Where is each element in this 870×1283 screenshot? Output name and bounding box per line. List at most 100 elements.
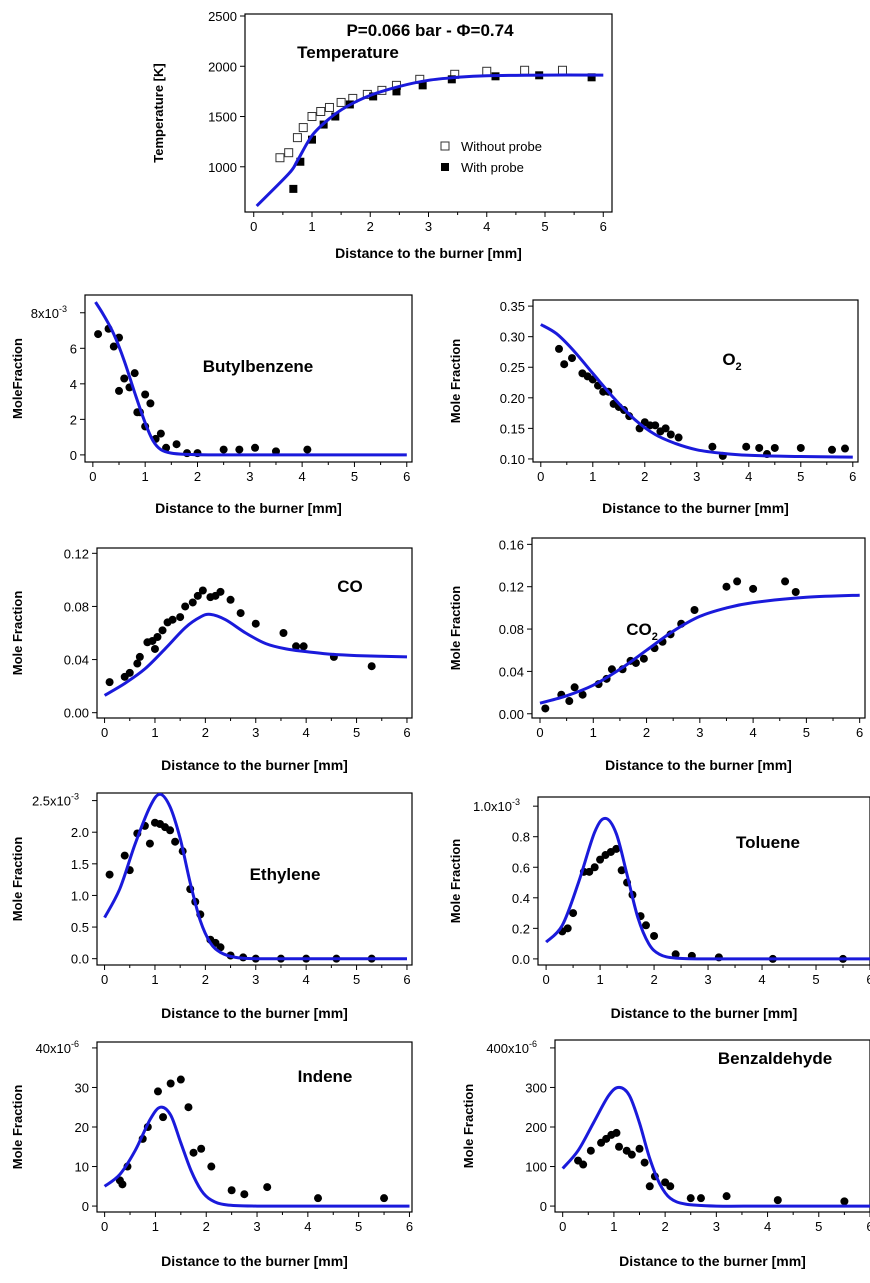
model-curve <box>545 816 870 961</box>
data-layer <box>539 577 860 713</box>
data-point <box>197 1144 206 1153</box>
y-tick-value: 1.0x10 <box>473 799 512 814</box>
data-point <box>607 665 616 674</box>
data-point <box>94 330 103 339</box>
data-point <box>219 445 228 454</box>
x-tick-label: 6 <box>866 1219 870 1234</box>
x-tick-label: 1 <box>308 219 315 234</box>
species-name: Butylbenzene <box>203 357 314 376</box>
x-tick-label: 2 <box>202 972 209 987</box>
x-tick-label: 1 <box>596 972 603 987</box>
x-tick-label: 2 <box>194 469 201 484</box>
data-point <box>166 826 175 835</box>
x-tick-label: 4 <box>299 469 306 484</box>
data-point <box>227 1186 236 1195</box>
y-tick-label: 2000 <box>208 59 237 74</box>
data-point <box>146 399 155 408</box>
x-tick-label: 5 <box>353 725 360 740</box>
data-point <box>612 844 621 853</box>
y-tick-value: 100 <box>525 1160 547 1175</box>
y-tick-value: 0.12 <box>499 580 524 595</box>
data-point <box>563 924 572 933</box>
data-point <box>733 577 742 586</box>
data-point <box>120 374 129 383</box>
y-tick-exponent: -3 <box>71 792 79 802</box>
data-point <box>120 851 129 860</box>
data-point <box>135 652 144 661</box>
data-point <box>661 424 670 433</box>
x-axis-title: Distance to the burner [mm] <box>161 1005 348 1021</box>
x-tick-label: 0 <box>537 469 544 484</box>
x-tick-label: 5 <box>797 469 804 484</box>
data-point <box>586 1146 595 1155</box>
y-tick-label: 0.04 <box>499 664 524 679</box>
data-point <box>645 1182 654 1191</box>
y-tick-label: 30 <box>75 1080 89 1095</box>
y-tick-value: 0.15 <box>500 421 525 436</box>
y-tick-label: 0.35 <box>500 299 525 314</box>
data-point <box>686 1194 695 1203</box>
y-tick-label: 1.0x10-3 <box>473 797 520 814</box>
y-tick-value: 0.04 <box>64 653 89 668</box>
species-label: CO2 <box>626 620 658 643</box>
data-point <box>770 443 779 452</box>
x-tick-label: 3 <box>252 972 259 987</box>
data-point <box>171 837 180 846</box>
ethylene-panel: 0 1 2 3 4 5 6 0.0 0.5 1.0 1.5 2.0 2.5x10-3 Distance t… <box>10 792 413 1021</box>
y-tick-label: 0.2 <box>512 921 530 936</box>
without-probe-point <box>307 112 317 122</box>
data-point <box>627 1150 636 1159</box>
data-point <box>172 440 181 449</box>
with-probe-point <box>289 184 298 193</box>
data-point <box>612 1128 621 1137</box>
legend-filled-square-icon <box>441 163 449 171</box>
y-tick-value: 400x10 <box>486 1041 529 1056</box>
data-point <box>666 430 675 439</box>
data-point <box>773 1196 782 1205</box>
x-tick-label: 4 <box>745 469 752 484</box>
y-tick-label: 0 <box>82 1199 89 1214</box>
x-tick-label: 4 <box>303 972 310 987</box>
x-axis-title: Distance to the burner [mm] <box>161 1253 348 1269</box>
x-axis-title: Distance to the burner [mm] <box>155 500 342 516</box>
x-tick-label: 2 <box>367 219 374 234</box>
y-tick-label: 1500 <box>208 110 237 125</box>
data-point <box>168 615 177 624</box>
y-tick-value: 0.20 <box>500 391 525 406</box>
y-tick-label: 0.08 <box>499 622 524 637</box>
data-point <box>105 678 114 687</box>
y-tick-label: 0 <box>70 448 77 463</box>
data-point <box>690 606 699 614</box>
data-point <box>299 642 308 651</box>
model-curve <box>561 1085 870 1208</box>
data-layer <box>545 816 870 963</box>
without-probe-point <box>482 66 492 76</box>
x-tick-label: 4 <box>483 219 490 234</box>
y-tick-value: 2500 <box>208 9 237 24</box>
y-tick-value: 0.08 <box>499 622 524 637</box>
without-probe-point <box>298 123 308 133</box>
x-tick-label: 5 <box>803 725 810 740</box>
x-tick-label: 4 <box>304 1219 311 1234</box>
data-point <box>596 855 605 864</box>
x-tick-label: 6 <box>403 725 410 740</box>
y-tick-value: 0.10 <box>500 452 525 467</box>
without-probe-point <box>324 102 334 112</box>
x-tick-label: 1 <box>151 725 158 740</box>
data-point <box>240 1190 249 1199</box>
y-axis-title: Mole Fraction <box>448 339 463 424</box>
y-axis-title: Mole Fraction <box>461 1084 476 1169</box>
y-tick-label: 0.5 <box>71 920 89 935</box>
with-probe-point <box>587 73 596 82</box>
with-probe-point <box>447 75 456 84</box>
species-name: Temperature <box>297 43 399 62</box>
x-tick-label: 3 <box>253 1219 260 1234</box>
species-label: Temperature <box>297 43 399 62</box>
species-label: Toluene <box>736 833 800 852</box>
x-tick-label: 1 <box>590 725 597 740</box>
plot-frame <box>537 796 870 966</box>
x-tick-label: 5 <box>815 1219 822 1234</box>
species-label: O2 <box>722 350 741 373</box>
y-tick-value: 0 <box>70 448 77 463</box>
